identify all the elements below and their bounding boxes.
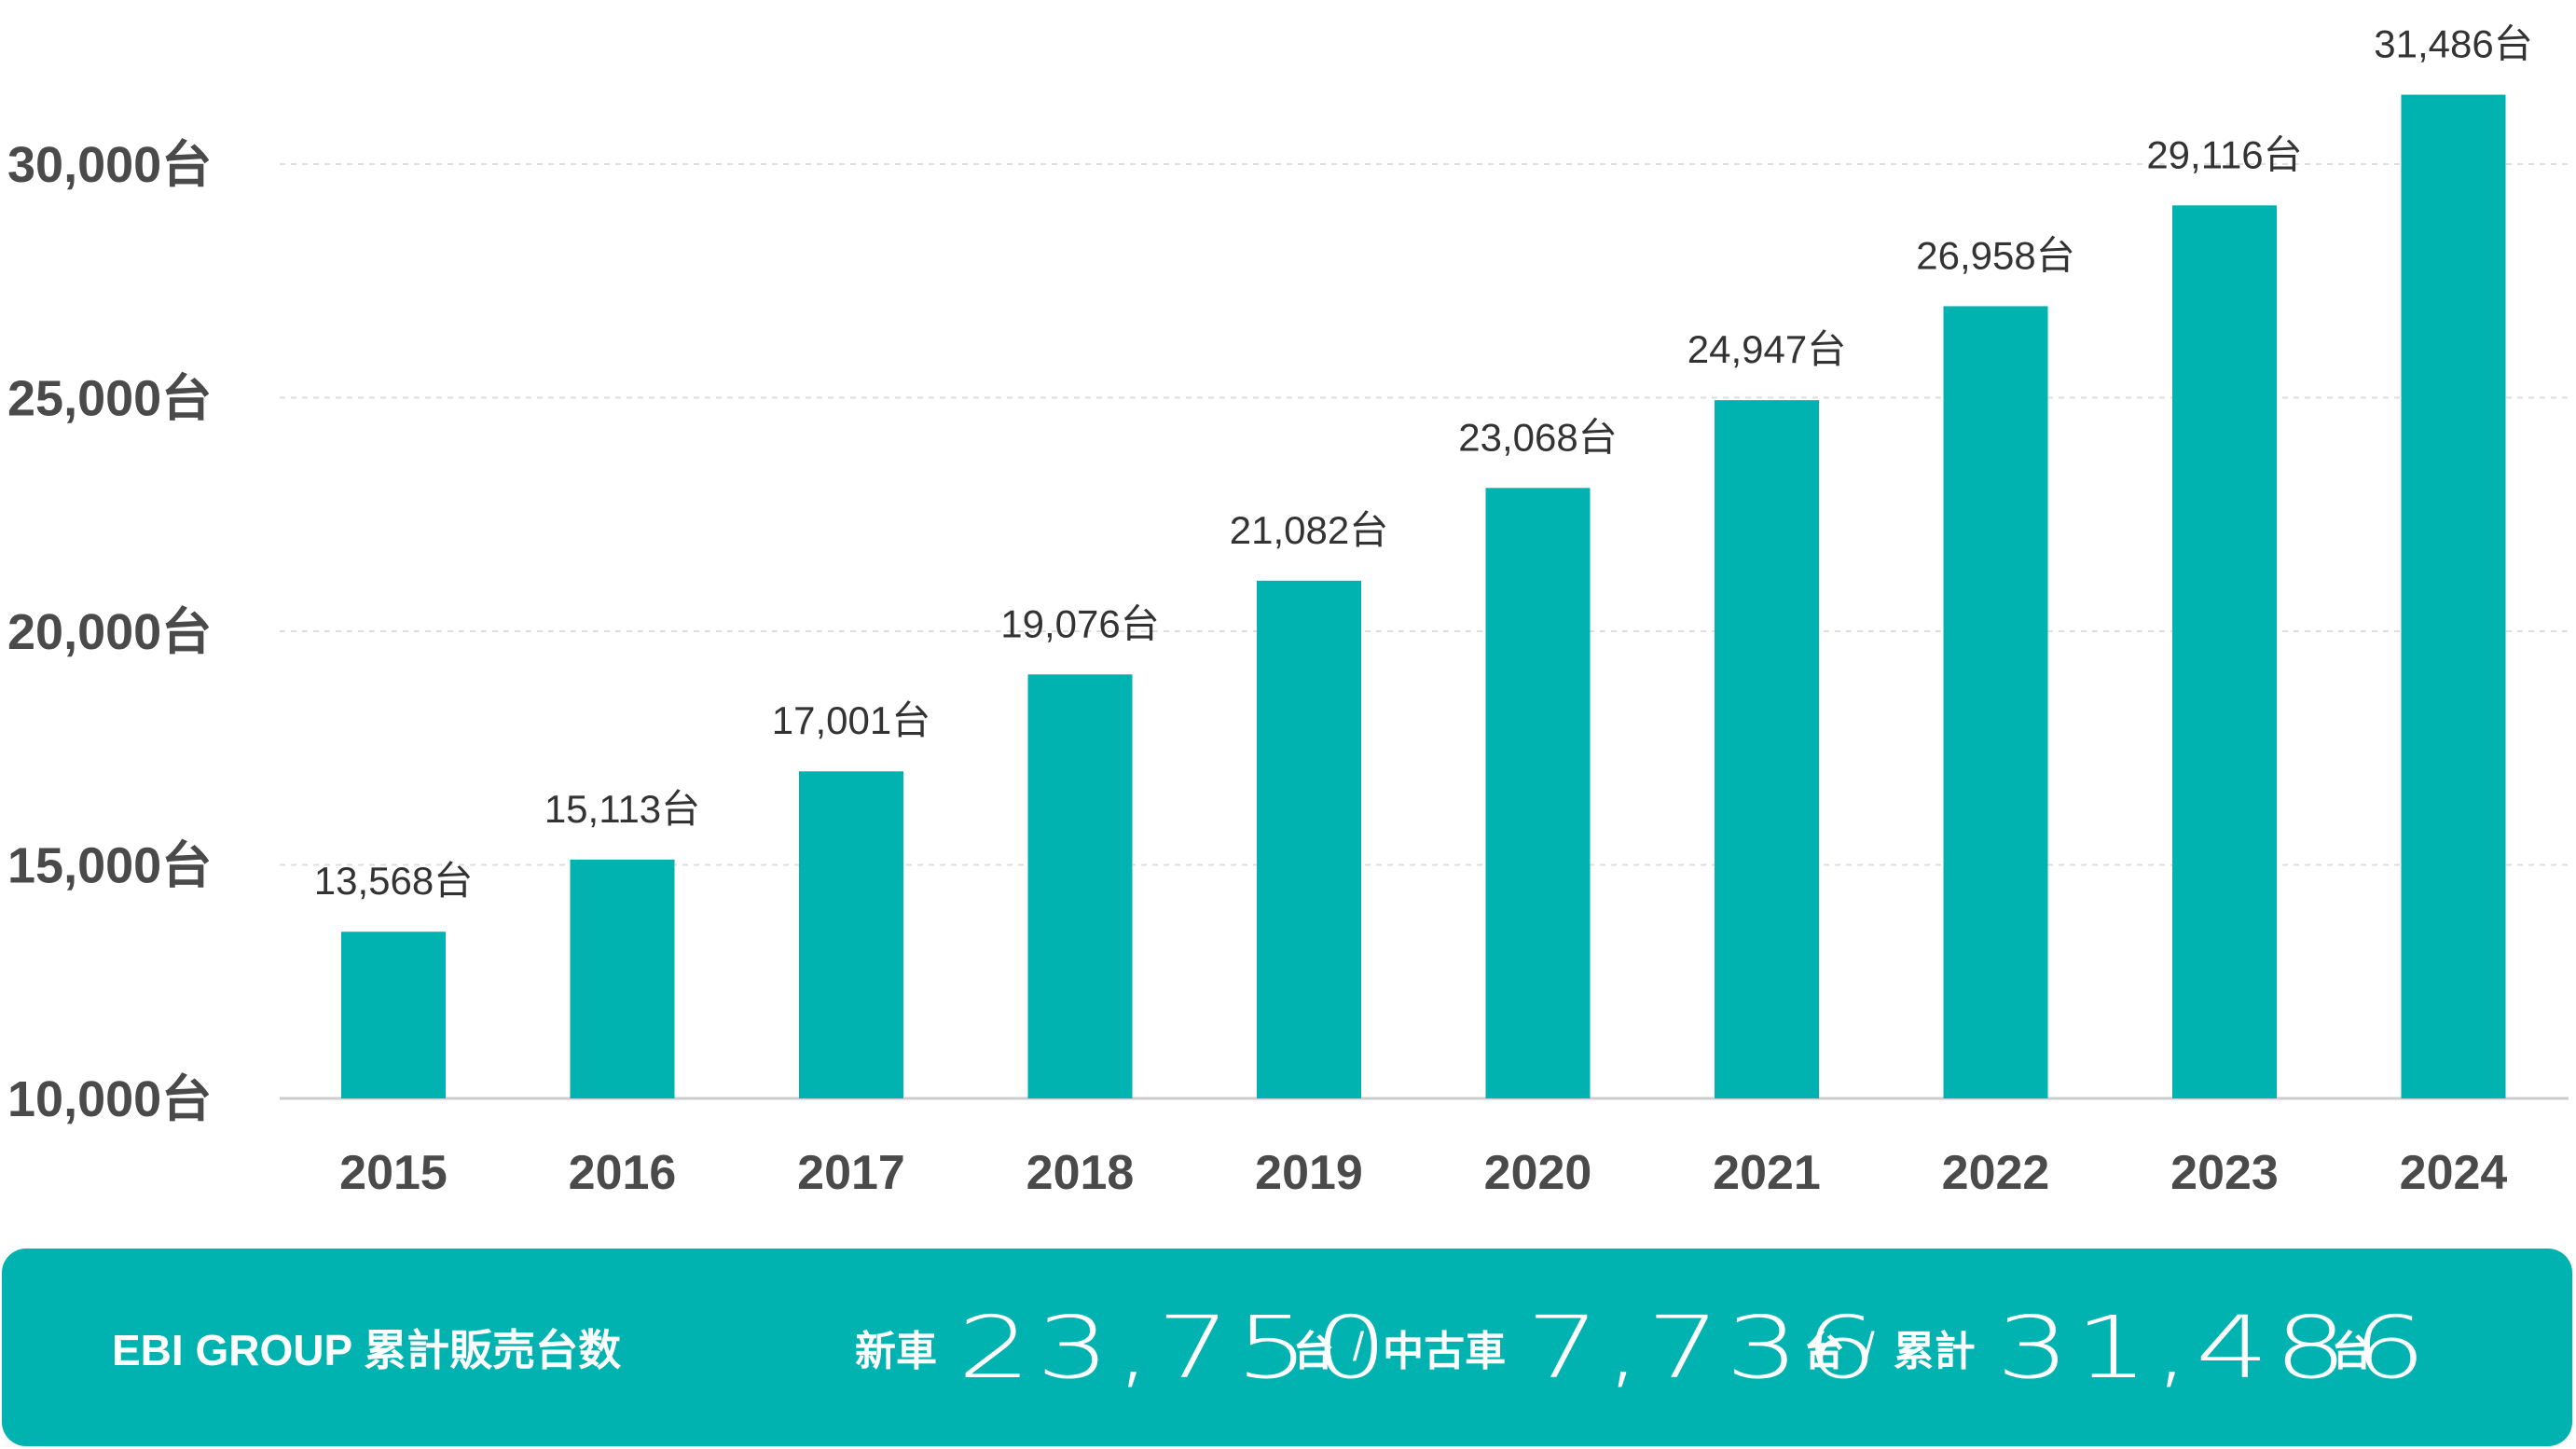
separator: / [1863,1324,1875,1370]
x-tick-label: 2016 [569,1146,677,1200]
bar-2016 [570,859,675,1098]
used-car-label: 中古車 [1383,1329,1507,1374]
new-car-unit: 台 [1292,1329,1334,1374]
y-tick-label: 10,000台 [7,1071,212,1127]
x-tick-label: 2024 [2400,1146,2508,1200]
x-tick-label: 2020 [1484,1146,1592,1200]
bar-2023 [2172,205,2277,1099]
bar-2017 [799,771,903,1098]
separator: / [1352,1324,1365,1370]
bar-2018 [1027,674,1133,1098]
x-axis: 2015 2016 2017 2018 2019 2020 2021 2022 2023 2024 [339,1146,2507,1200]
x-tick-label: 2019 [1255,1146,1363,1200]
x-tick-label: 2023 [2170,1146,2279,1200]
total-unit: 台 [2331,1329,2373,1374]
bar-2020 [1485,488,1591,1098]
y-tick-label: 20,000台 [7,604,212,660]
data-label: 19,076台 [1000,601,1159,645]
data-label: 13,568台 [314,859,473,903]
data-labels: 13,568台 15,113台 17,001台 19,076台 21,082台 23,06… [314,22,2533,904]
bar-2021 [1715,400,1819,1099]
summary-banner: EBI GROUP 累計販売台数 新車 23,750 台 / 中古車 7,736… [2,1249,2572,1446]
data-label: 21,082台 [1230,508,1388,552]
total-label: 累計 [1893,1329,1976,1374]
data-label: 17,001台 [772,698,930,742]
new-car-label: 新車 [855,1329,937,1374]
data-label: 31,486台 [2374,22,2532,66]
bar-2024 [2401,94,2506,1099]
x-tick-label: 2017 [797,1146,905,1200]
data-label: 15,113台 [544,787,700,831]
new-car-value: 23,750 [957,1297,1393,1398]
data-label: 26,958台 [1916,233,2074,277]
bars [341,94,2506,1099]
x-tick-label: 2018 [1026,1146,1135,1200]
bar-2015 [341,932,446,1098]
bar-2022 [1943,306,2048,1099]
used-car-value: 7,736 [1526,1297,1883,1398]
y-tick-label: 30,000台 [7,137,212,193]
x-tick-label: 2021 [1713,1146,1821,1200]
summary-stats: 新車 23,750 台 / 中古車 7,736 台 / 累計 31,486 台 [855,1249,2426,1446]
total-value: 31,486 [1995,1297,2431,1398]
data-label: 29,116台 [2146,132,2302,176]
y-tick-label: 25,000台 [7,371,212,427]
x-tick-label: 2015 [339,1146,448,1200]
bar-chart: 10,000台 15,000台 20,000台 25,000台 30,000台 13,5… [7,22,2569,1200]
summary-title: EBI GROUP 累計販売台数 [112,1326,622,1374]
x-tick-label: 2022 [1942,1146,2050,1200]
y-tick-label: 15,000台 [7,838,212,894]
bar-2019 [1257,580,1361,1098]
y-axis: 10,000台 15,000台 20,000台 25,000台 30,000台 [7,137,212,1127]
data-label: 23,068台 [1458,415,1617,459]
used-car-unit: 台 [1803,1329,1845,1374]
data-label: 24,947台 [1687,327,1846,371]
